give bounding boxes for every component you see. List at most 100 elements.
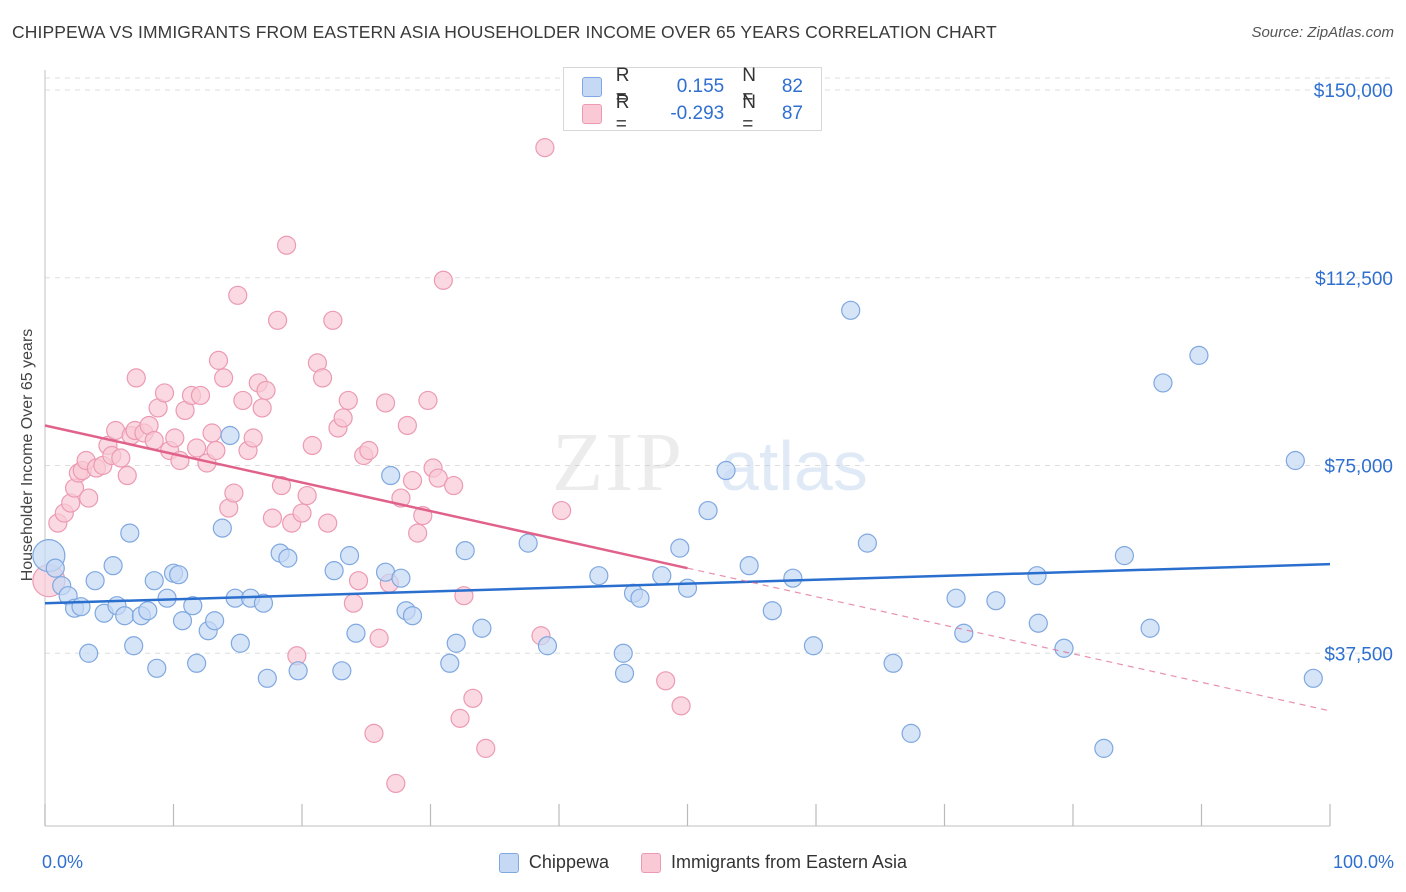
data-point-chippewa: [402, 606, 423, 626]
data-point-chippewa: [857, 533, 878, 553]
tick-labels: $150,000 $112,500 $75,000 $37,500: [1314, 81, 1393, 665]
data-point-chippewa: [762, 601, 782, 621]
chart-title: CHIPPEWA VS IMMIGRANTS FROM EASTERN ASIA…: [12, 22, 997, 42]
legend-r-label: R =: [615, 92, 630, 135]
data-point-immigrants: [187, 438, 207, 458]
data-point-chippewa: [1140, 618, 1160, 638]
data-point-immigrants: [369, 628, 389, 648]
data-point-immigrants: [165, 428, 185, 448]
data-point-chippewa: [518, 533, 538, 553]
data-point-chippewa: [783, 568, 803, 588]
data-point-immigrants: [292, 503, 312, 523]
legend-n-value: 87: [781, 103, 803, 124]
data-point-chippewa: [45, 558, 65, 578]
data-point-immigrants: [256, 380, 276, 401]
data-point-chippewa: [346, 623, 366, 643]
trend-line-immigrants-extension: [687, 567, 1331, 712]
data-point-chippewa: [1094, 738, 1114, 758]
source-credit: Source: ZipAtlas.com: [1251, 24, 1394, 41]
data-point-immigrants: [323, 310, 343, 330]
data-point-immigrants: [375, 393, 396, 413]
data-point-immigrants: [233, 390, 253, 411]
data-point-immigrants: [386, 773, 406, 794]
data-point-chippewa: [698, 500, 718, 521]
data-point-immigrants: [297, 485, 317, 506]
data-point-chippewa: [172, 611, 193, 631]
data-point-immigrants: [252, 398, 272, 418]
data-point-chippewa: [124, 636, 144, 656]
axes: [44, 70, 1331, 827]
data-point-immigrants: [276, 235, 297, 255]
trend-line-chippewa: [44, 562, 1331, 605]
data-point-chippewa: [339, 546, 360, 566]
data-point-chippewa: [169, 565, 189, 585]
legend-item-immigrants[interactable]: Immigrants from Eastern Asia: [640, 852, 907, 873]
data-point-chippewa: [472, 618, 492, 638]
data-point-immigrants: [433, 270, 453, 290]
watermark-zip: ZIP: [552, 416, 684, 509]
legend-swatch-pink: [582, 104, 602, 124]
data-point-immigrants: [343, 593, 363, 613]
data-point-chippewa: [652, 566, 672, 586]
data-point-chippewa: [257, 668, 277, 688]
data-point-chippewa: [901, 723, 921, 743]
data-point-chippewa: [1054, 638, 1074, 658]
data-point-immigrants: [551, 500, 572, 521]
data-point-immigrants: [402, 470, 423, 491]
data-point-immigrants: [312, 368, 333, 388]
data-point-chippewa: [630, 588, 650, 608]
data-point-immigrants: [262, 508, 283, 528]
data-point-chippewa: [537, 636, 558, 656]
data-point-chippewa: [841, 300, 861, 320]
legend-n-value: 82: [781, 76, 803, 97]
data-point-chippewa: [332, 661, 352, 681]
data-point-chippewa: [589, 566, 609, 586]
data-point-immigrants: [348, 571, 369, 591]
data-point-chippewa: [677, 578, 698, 598]
watermark: ZIP atlas: [552, 416, 868, 509]
data-point-chippewa: [138, 601, 158, 621]
data-point-immigrants: [126, 368, 146, 388]
data-point-chippewa: [183, 596, 203, 616]
data-point-chippewa: [253, 593, 274, 613]
data-point-chippewa: [446, 633, 466, 653]
data-point-immigrants: [450, 708, 470, 728]
trend-line-immigrants: [44, 424, 688, 570]
watermark-atlas: atlas: [720, 427, 868, 505]
grid-lines: [45, 77, 1392, 654]
data-point-chippewa: [1153, 373, 1173, 393]
y-tick-label: $150,000: [1314, 81, 1393, 102]
series-chippewa: [32, 300, 1323, 758]
legend-n-label: N =: [742, 92, 756, 135]
data-point-chippewa: [103, 556, 123, 576]
data-point-immigrants: [418, 390, 438, 411]
data-point-immigrants: [206, 440, 226, 461]
legend-r-label: R =: [615, 65, 630, 108]
legend-item-chippewa[interactable]: Chippewa: [498, 852, 609, 873]
data-point-chippewa: [455, 541, 475, 561]
data-point-immigrants: [267, 310, 288, 330]
data-point-immigrants: [671, 696, 691, 716]
data-point-chippewa: [324, 561, 344, 581]
data-point-chippewa: [986, 591, 1006, 611]
data-point-chippewa: [79, 643, 99, 663]
data-point-immigrants: [397, 415, 417, 436]
legend-swatch-blue: [582, 77, 602, 97]
data-point-chippewa: [613, 643, 633, 663]
data-point-chippewa: [187, 653, 207, 673]
series-legend: Chippewa Immigrants from Eastern Asia: [0, 852, 1406, 873]
data-point-chippewa: [1189, 345, 1209, 365]
x-tick-label-max: 100.0%: [1332, 852, 1394, 872]
data-point-chippewa: [381, 465, 401, 486]
data-point-immigrants: [202, 423, 222, 443]
data-point-immigrants: [408, 523, 428, 543]
data-point-chippewa: [1027, 566, 1047, 586]
data-point-chippewa: [1285, 450, 1305, 471]
data-point-immigrants: [318, 513, 338, 533]
y-tick-label: $75,000: [1324, 457, 1393, 478]
data-point-chippewa: [739, 556, 759, 576]
data-point-immigrants: [359, 440, 379, 461]
data-point-immigrants: [271, 475, 292, 496]
data-point-immigrants: [364, 723, 384, 743]
data-point-immigrants: [224, 483, 244, 503]
